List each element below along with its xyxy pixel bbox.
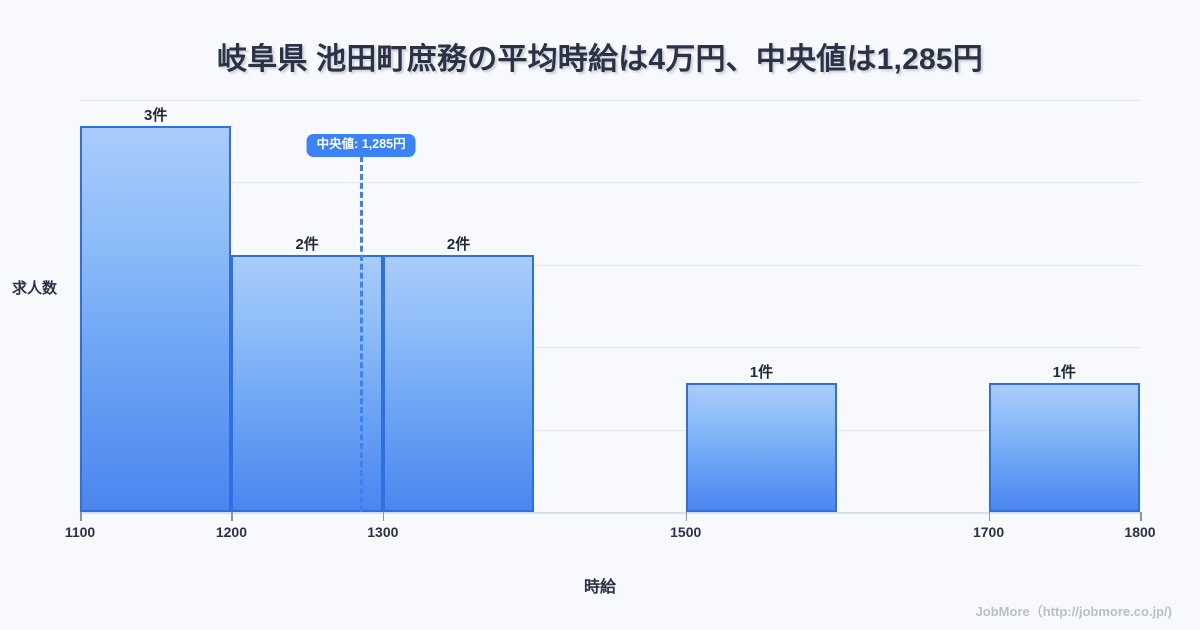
y-axis-title: 求人数 xyxy=(12,280,58,297)
bar-value-label: 1件 xyxy=(749,364,774,382)
x-tick-label: 1300 xyxy=(367,524,399,540)
watermark-credit: JobMore（http://jobmore.co.jp/) xyxy=(975,604,1172,619)
gridline xyxy=(80,182,1140,183)
gridline xyxy=(80,100,1140,101)
gridline xyxy=(80,430,1140,431)
x-tick-label: 1800 xyxy=(1124,524,1156,540)
x-tick-label: 1100 xyxy=(64,524,96,540)
bar-value-label: 3件 xyxy=(144,106,168,124)
x-tick-label: 1200 xyxy=(215,524,247,540)
gridline xyxy=(80,265,1140,266)
bar[interactable] xyxy=(988,383,1140,512)
x-tick-label: 1700 xyxy=(972,524,1005,540)
median-badge: 中央値: 1,285円 xyxy=(306,134,416,157)
gridline xyxy=(80,347,1140,348)
bar-value-label: 2件 xyxy=(446,235,471,253)
x-axis-baseline xyxy=(80,512,1140,514)
bar-value-label: 2件 xyxy=(295,235,319,253)
x-tick-mark xyxy=(685,512,688,521)
x-tick-mark xyxy=(1140,512,1142,521)
chart-title: 岐阜県 池田町庶務の平均時給は4万円、中央値は1,285円 xyxy=(217,43,983,76)
bar-value-label: 1件 xyxy=(1052,364,1076,382)
x-tick-mark xyxy=(80,512,82,521)
bar[interactable] xyxy=(231,254,383,512)
x-tick-mark xyxy=(231,512,233,521)
plot-area: 3件 2件 2件 1件 1件 中央値: 1,285円 xyxy=(80,100,1140,513)
x-axis-title: 時給 xyxy=(583,579,616,596)
x-tick-label: 1500 xyxy=(670,524,702,540)
bar[interactable] xyxy=(685,383,838,512)
median-line xyxy=(360,156,364,512)
x-tick-mark xyxy=(988,512,991,521)
bar[interactable] xyxy=(382,254,535,512)
bar[interactable] xyxy=(80,125,232,512)
x-tick-mark xyxy=(382,512,385,521)
